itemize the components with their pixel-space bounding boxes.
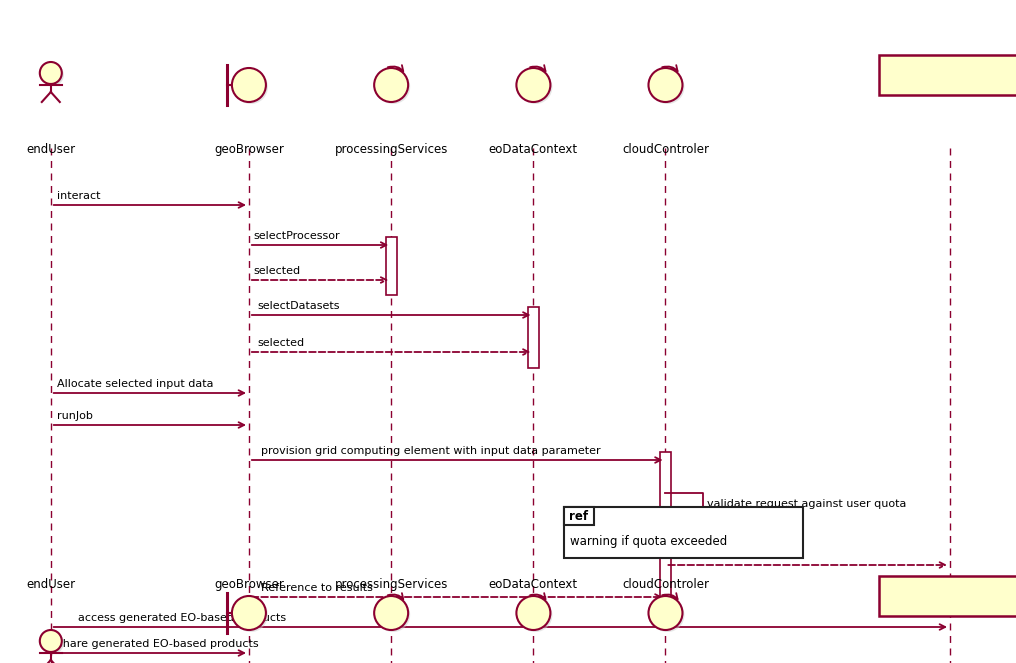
Circle shape xyxy=(650,598,685,632)
Circle shape xyxy=(234,598,268,632)
Text: selectProcessor: selectProcessor xyxy=(253,231,339,241)
Text: selectDatasets: selectDatasets xyxy=(257,301,340,311)
FancyBboxPatch shape xyxy=(564,507,803,558)
FancyBboxPatch shape xyxy=(386,237,396,295)
Text: endUser: endUser xyxy=(26,578,75,591)
Circle shape xyxy=(234,70,268,104)
FancyBboxPatch shape xyxy=(660,452,671,610)
Text: runJob: runJob xyxy=(57,411,92,421)
Circle shape xyxy=(40,630,62,652)
Circle shape xyxy=(374,68,408,102)
Circle shape xyxy=(376,70,410,104)
Circle shape xyxy=(374,596,408,630)
Text: geoBrowser: geoBrowser xyxy=(214,143,283,156)
Text: access generated EO-based products: access generated EO-based products xyxy=(78,613,285,623)
FancyBboxPatch shape xyxy=(879,55,1016,95)
Circle shape xyxy=(518,70,553,104)
Text: selected: selected xyxy=(257,338,305,348)
Text: userCloudStorage: userCloudStorage xyxy=(897,68,1003,82)
FancyBboxPatch shape xyxy=(528,307,538,368)
Text: eoDataContext: eoDataContext xyxy=(489,578,578,591)
Circle shape xyxy=(232,596,266,630)
Text: userCloudStorage: userCloudStorage xyxy=(897,589,1003,603)
Text: processingServices: processingServices xyxy=(334,143,448,156)
Text: warning if quota exceeded: warning if quota exceeded xyxy=(570,535,727,548)
Circle shape xyxy=(516,596,551,630)
Circle shape xyxy=(40,62,62,84)
Circle shape xyxy=(376,598,410,632)
Text: selected: selected xyxy=(253,266,301,276)
Text: Deliver results: Deliver results xyxy=(674,551,755,561)
Text: endUser: endUser xyxy=(26,143,75,156)
Text: validate request against user quota: validate request against user quota xyxy=(707,499,907,509)
Text: cloudControler: cloudControler xyxy=(622,578,709,591)
Circle shape xyxy=(648,596,683,630)
FancyBboxPatch shape xyxy=(879,576,1016,616)
Circle shape xyxy=(42,632,64,654)
FancyBboxPatch shape xyxy=(564,507,594,525)
Text: ref: ref xyxy=(569,509,588,522)
Circle shape xyxy=(650,70,685,104)
Circle shape xyxy=(42,64,64,86)
Circle shape xyxy=(516,68,551,102)
Text: geoBrowser: geoBrowser xyxy=(214,578,283,591)
Text: Allocate selected input data: Allocate selected input data xyxy=(57,379,213,389)
Circle shape xyxy=(648,68,683,102)
Text: Reference to results: Reference to results xyxy=(261,583,373,593)
Text: eoDataContext: eoDataContext xyxy=(489,143,578,156)
Circle shape xyxy=(232,68,266,102)
Text: cloudControler: cloudControler xyxy=(622,143,709,156)
Text: interact: interact xyxy=(57,191,101,201)
Text: share generated EO-based products: share generated EO-based products xyxy=(57,639,258,649)
Text: processingServices: processingServices xyxy=(334,578,448,591)
Circle shape xyxy=(518,598,553,632)
Text: provision grid computing element with input data parameter: provision grid computing element with in… xyxy=(261,446,601,456)
